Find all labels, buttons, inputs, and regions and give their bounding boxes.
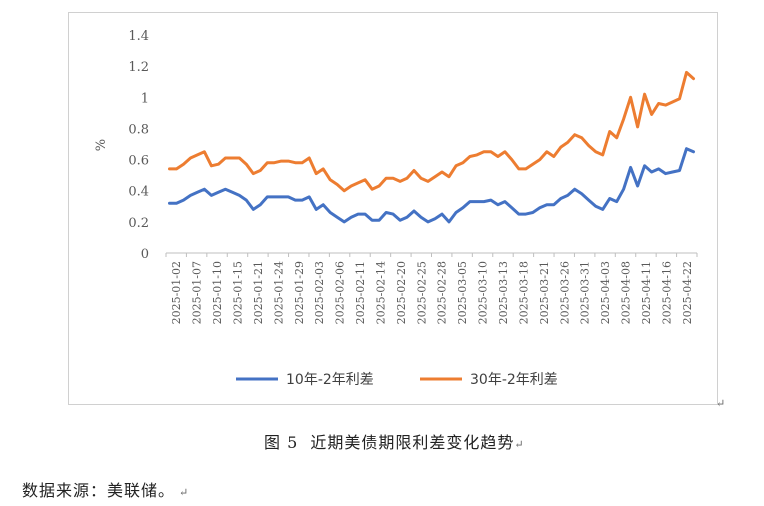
x-tick-label: 2025-02-28 — [436, 261, 449, 324]
x-tick-label: 2025-02-11 — [354, 261, 367, 324]
x-tick-label: 2025-04-08 — [620, 261, 633, 324]
x-tick-label: 2025-01-24 — [272, 261, 285, 324]
x-tick-label: 2025-04-16 — [660, 261, 673, 324]
x-tick-label: 2025-02-25 — [415, 261, 428, 324]
y-axis-title: % — [94, 139, 109, 151]
x-tick-label: 2025-02-03 — [313, 261, 326, 324]
x-tick-label: 2025-01-29 — [293, 261, 306, 324]
x-tick-label: 2025-03-05 — [456, 261, 469, 324]
x-tick-label: 2025-01-10 — [211, 261, 224, 324]
x-tick-label: 2025-01-02 — [170, 261, 183, 324]
y-tick-label: 1.2 — [128, 60, 149, 75]
y-tick-label: 0.2 — [128, 216, 149, 231]
y-tick-label: 0 — [141, 247, 149, 262]
x-tick-label: 2025-02-06 — [334, 261, 347, 324]
x-tick-label: 2025-03-10 — [477, 261, 490, 324]
x-tick-label: 2025-02-14 — [374, 261, 387, 324]
y-tick-label: 1.4 — [128, 29, 149, 44]
caption-number: 图 5 — [264, 433, 299, 452]
paragraph-mark: ↵ — [179, 486, 190, 499]
x-tick-label: 2025-03-18 — [517, 261, 530, 324]
x-tick-label: 2025-04-03 — [599, 261, 612, 324]
x-tick-label: 2025-03-13 — [497, 261, 510, 324]
legend: 10年-2年利差 30年-2年利差 — [236, 372, 558, 388]
data-source-note: 数据来源：美联储。 ↵ — [22, 477, 189, 501]
y-tick-label: 0.4 — [128, 185, 149, 200]
paragraph-mark: ↵ — [716, 397, 726, 410]
x-tick-label: 2025-02-20 — [395, 261, 408, 324]
paragraph-mark: ↵ — [514, 438, 525, 451]
caption-text: 近期美债期限利差变化趋势 — [310, 433, 515, 452]
source-text: 数据来源：美联储。 — [22, 481, 176, 500]
x-tick-label: 2025-03-21 — [538, 261, 551, 324]
x-tick-label: 2025-03-26 — [558, 261, 571, 324]
figure-caption: 图 5 近期美债期限利差变化趋势↵ — [264, 429, 525, 453]
y-tick-label: 0.8 — [128, 122, 149, 137]
line-chart: 1.4 1.2 1 0.8 0.6 0.4 0.2 0 % 2025-01-02 2025-01… — [94, 29, 698, 388]
legend-label: 30年-2年利差 — [470, 372, 558, 388]
series-line-1 — [168, 147, 695, 224]
x-tick-label: 2025-01-21 — [252, 261, 265, 324]
x-tick-label: 2025-04-11 — [640, 261, 653, 324]
series-line-2 — [168, 70, 695, 193]
y-tick-label: 0.6 — [128, 154, 149, 169]
x-tick-label: 2025-01-07 — [191, 261, 204, 324]
legend-label: 10年-2年利差 — [286, 372, 374, 388]
x-tick-label: 2025-04-22 — [681, 261, 694, 324]
chart-container: 1.4 1.2 1 0.8 0.6 0.4 0.2 0 % 2025-01-02 2025-01… — [68, 12, 718, 405]
x-tick-label: 2025-03-31 — [579, 261, 592, 324]
y-tick-label: 1 — [141, 91, 149, 106]
x-tick-label: 2025-01-15 — [231, 261, 244, 324]
